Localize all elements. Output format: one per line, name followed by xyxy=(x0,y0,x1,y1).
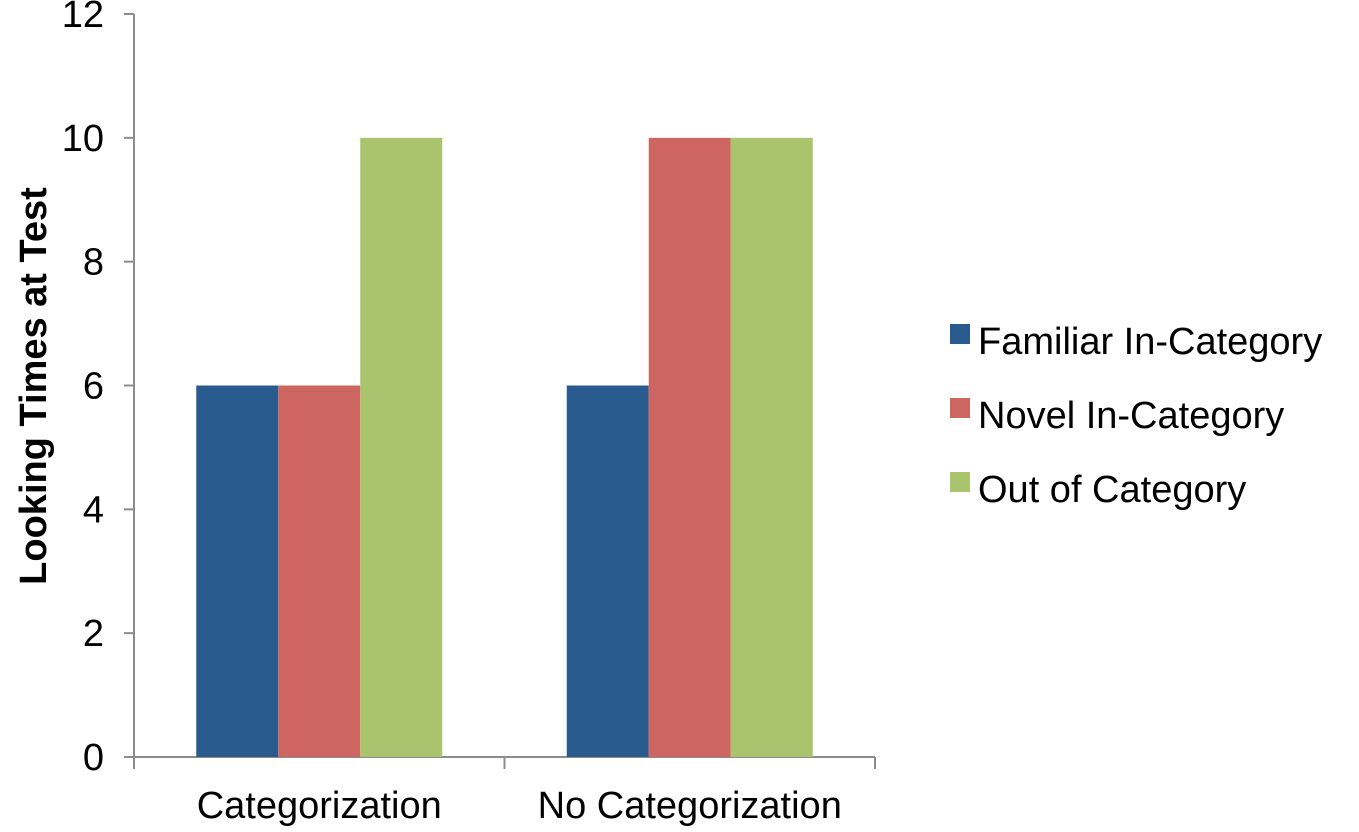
legend-label: Out of Category xyxy=(978,469,1246,511)
bar xyxy=(730,137,813,758)
legend-swatch xyxy=(950,324,970,344)
bar xyxy=(360,137,443,758)
x-axis: Categorization No Categorization xyxy=(133,756,876,827)
legend-label: Novel In-Category xyxy=(978,395,1284,437)
bars xyxy=(196,137,813,758)
legend-swatch xyxy=(950,472,970,492)
y-tick-label: 12 xyxy=(62,0,104,36)
legend: Familiar In-Category Novel In-Category Out… xyxy=(950,321,1322,511)
y-tick-label: 6 xyxy=(83,366,104,408)
x-category-label: No Categorization xyxy=(538,785,842,827)
bar xyxy=(566,385,649,757)
y-tick-label: 8 xyxy=(83,242,104,284)
bar xyxy=(648,137,731,758)
legend-swatch xyxy=(950,398,970,418)
y-tick-label: 10 xyxy=(62,118,104,160)
bar xyxy=(196,385,279,757)
y-axis: 0 2 4 6 8 10 12 xyxy=(62,0,135,779)
bar xyxy=(278,385,361,757)
y-tick-label: 4 xyxy=(83,489,104,531)
x-category-label: Categorization xyxy=(197,785,442,827)
legend-label: Familiar In-Category xyxy=(978,321,1322,363)
y-axis-title: Looking Times at Test xyxy=(13,187,55,585)
y-tick-label: 2 xyxy=(83,613,104,655)
y-tick-label: 0 xyxy=(83,737,104,779)
